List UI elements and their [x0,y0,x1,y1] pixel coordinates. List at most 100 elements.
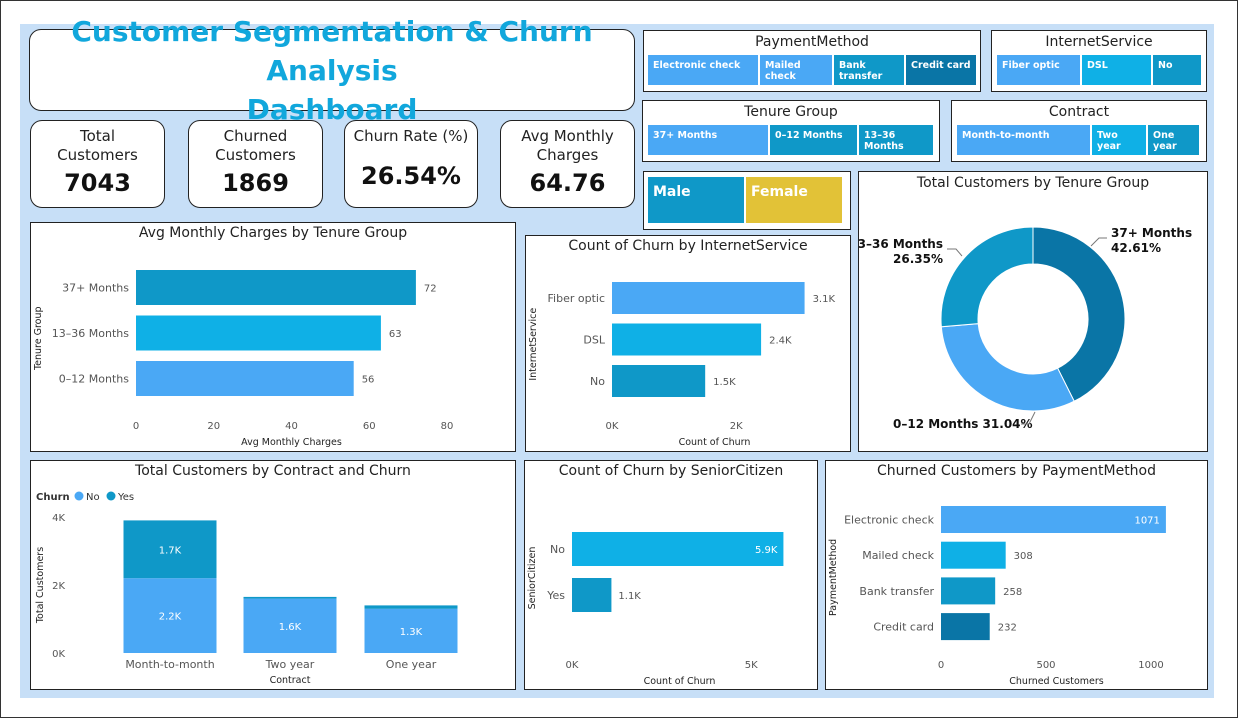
slicer-tile-male[interactable]: Male [648,177,744,223]
chart-avg-charges-svg: 37+ Months 72 13–36 Months 63 0–12 Months 56 0… [33,270,454,448]
slicer-internet-service: InternetService Fiber optic DSL No [991,30,1207,92]
legend-label: No [86,492,100,503]
chart-contract-churn-svg: Churn No Yes 0K 2K 4K Total Customers 2.2K 1.7K M… [35,491,458,686]
x-axis-title: Count of Churn [679,437,751,448]
legend-swatch-no [74,491,84,501]
slicer-tile-female[interactable]: Female [746,177,842,223]
data-label: 1071 [1134,516,1159,527]
bar [136,270,416,305]
tick-label: 80 [441,421,454,432]
kpi-value: 1869 [222,169,289,197]
kpi-value: 64.76 [529,169,606,197]
slicer-tile-electronic-check[interactable]: Electronic check [648,55,758,85]
data-label: 56 [362,375,375,386]
slicer-tile-0-12-months[interactable]: 0–12 Months [770,125,857,155]
y-axis-title: PaymentMethod [828,539,839,616]
slicer-tile-bank-transfer[interactable]: Bank transfer [834,55,904,85]
slicer-tile-credit-card[interactable]: Credit card [906,55,976,85]
category-label: Electronic check [844,514,935,527]
tick-label: 0 [938,660,944,671]
donut-label: 0–12 Months 31.04% [893,417,1033,431]
chart-contract-churn: Total Customers by Contract and Churn Ch… [30,460,516,690]
slicer-tile-mailed-check[interactable]: Mailed check [760,55,832,85]
slicer-tile-month-to-month[interactable]: Month-to-month [957,125,1090,155]
donut-slice [1032,226,1126,402]
kpi-total-customers: Total Customers 7043 [30,120,165,208]
slicer-contract: Contract Month-to-month Two year One yea… [951,100,1207,162]
bar [941,577,996,605]
slicer-gender: Male Female [643,171,851,230]
bar-no [243,598,337,653]
data-label: 3.1K [813,294,836,305]
data-label: 2.2K [159,612,182,623]
leader-line [1021,411,1036,425]
kpi-churn-rate: Churn Rate (%) 26.54% [344,120,478,208]
kpi-label: Churn Rate (%) [353,127,469,145]
donut-label: 42.61% [1111,241,1161,255]
chart-churned-by-payment: Churned Customers by PaymentMethod Elect… [825,460,1208,690]
chart-churn-internet-svg: Fiber optic 3.1K DSL 2.4K No 1.5K 0K 2K Count of… [528,282,836,448]
kpi-churned-customers: Churned Customers 1869 [188,120,323,208]
y-axis-title: Tenure Group [33,306,44,371]
category-label: Two year [265,658,315,671]
donut-slice [940,323,1075,412]
donut-slice [940,226,1034,328]
slicer-tile-no[interactable]: No [1153,55,1201,85]
legend-title: Churn [36,492,70,503]
tick-label: 60 [363,421,376,432]
x-axis-title: Avg Monthly Charges [241,437,342,448]
slicer-tenure-group: Tenure Group 37+ Months 0–12 Months 13–3… [642,100,940,162]
chart-churned-payment-svg: Electronic check 1071 Mailed check 308 Bank … [828,506,1166,687]
bar-no [364,608,458,653]
tick-label: 40 [285,421,298,432]
chart-title: Total Customers by Tenure Group [916,175,1150,191]
y-axis-title: SeniorCitizen [527,547,538,610]
data-label: 1.3K [400,627,423,638]
donut-label: 26.35% [893,252,943,266]
category-label: Fiber optic [548,292,605,305]
tick-label: 4K [52,513,65,524]
category-label: Month-to-month [125,658,214,671]
bar [612,323,762,356]
slicer-tile-37-plus-months[interactable]: 37+ Months [648,125,768,155]
data-label: 1.6K [279,622,302,633]
bar-yes [243,596,337,599]
tick-label: 20 [207,421,220,432]
category-label: No [590,375,605,388]
bar-yes [123,520,217,579]
category-label: Bank transfer [859,585,934,598]
leader-line [947,248,963,257]
chart-churn-by-senior: Count of Churn by SeniorCitizen No 5.9K Ye… [524,460,818,690]
bar [941,541,1006,569]
slicer-title: PaymentMethod [755,34,869,50]
bar-no [123,578,217,653]
category-label: DSL [583,334,605,347]
slicer-tile-one-year[interactable]: One year [1148,125,1199,155]
chart-avg-charges-by-tenure: Avg Monthly Charges by Tenure Group 37+ … [30,222,516,452]
chart-title: Count of Churn by InternetService [568,238,808,254]
data-label: 5.9K [755,545,778,556]
y-axis-title: Total Customers [35,547,46,624]
chart-title: Churned Customers by PaymentMethod [876,463,1157,479]
x-axis-title: Count of Churn [644,676,716,687]
tick-label: 2K [52,581,65,592]
bar [136,361,354,396]
category-label: Yes [546,589,565,602]
kpi-label: Customers [57,146,138,164]
tick-label: 0K [566,660,579,671]
category-label: 0–12 Months [59,373,129,386]
x-axis-title: Churned Customers [1009,676,1103,687]
slicer-tile-13-36-months[interactable]: 13–36 Months [859,125,933,155]
slicer-tile-dsl[interactable]: DSL [1082,55,1151,85]
slicer-title: Contract [1048,104,1110,120]
tick-label: 0K [52,649,65,660]
kpi-label: Avg Monthly [521,127,614,145]
chart-title: Count of Churn by SeniorCitizen [558,463,784,479]
slicer-tile-two-year[interactable]: Two year [1092,125,1146,155]
bar [612,365,706,397]
dashboard-title: Customer Segmentation & Churn Analysis Da… [30,12,634,129]
data-label: 72 [424,284,437,295]
slicer-tile-fiber-optic[interactable]: Fiber optic [997,55,1080,85]
kpi-value: 26.54% [361,162,461,190]
kpi-value: 7043 [64,169,131,197]
